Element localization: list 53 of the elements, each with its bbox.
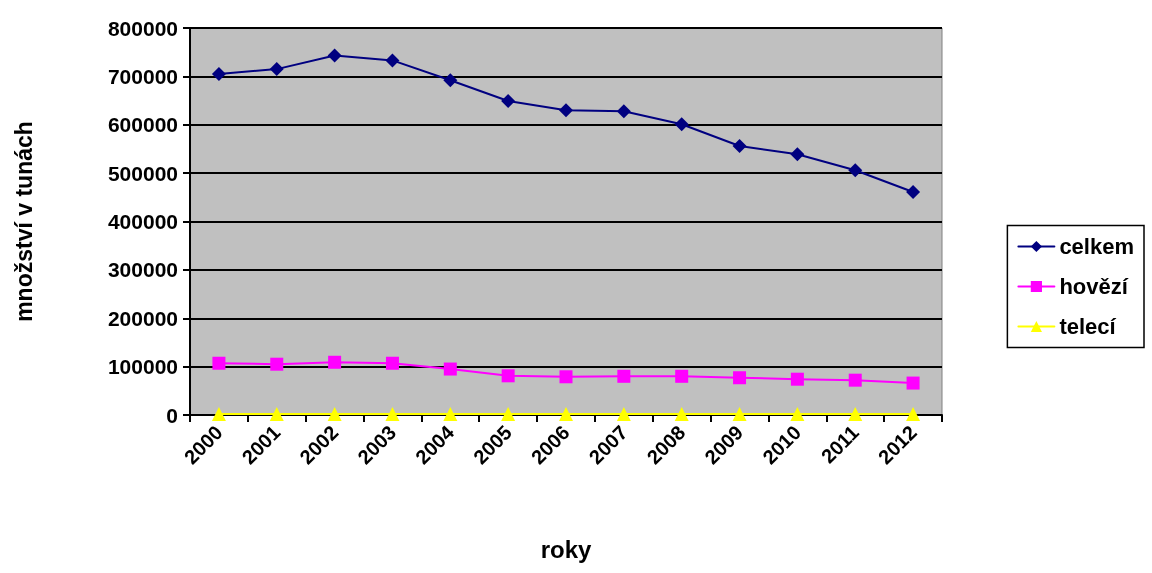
point bbox=[443, 407, 458, 422]
point bbox=[443, 362, 457, 376]
legend-label: hovězí bbox=[1059, 274, 1129, 299]
point bbox=[732, 139, 747, 154]
point bbox=[212, 356, 226, 370]
point bbox=[616, 407, 631, 422]
point bbox=[616, 104, 631, 119]
point bbox=[790, 372, 804, 386]
point bbox=[211, 66, 226, 81]
point bbox=[617, 369, 631, 383]
y-tick-label: 500000 bbox=[107, 161, 178, 185]
y-tick-label: 300000 bbox=[107, 258, 178, 282]
point bbox=[501, 407, 516, 422]
legend-label: celkem bbox=[1059, 234, 1135, 259]
point bbox=[559, 103, 573, 118]
point bbox=[906, 184, 921, 199]
point bbox=[211, 407, 226, 422]
y-tick-label: 200000 bbox=[107, 306, 178, 330]
point bbox=[270, 357, 284, 371]
point bbox=[848, 407, 863, 422]
x-axis-title: roky bbox=[540, 535, 592, 563]
point bbox=[327, 407, 342, 422]
point bbox=[848, 163, 863, 178]
point bbox=[559, 370, 573, 384]
point bbox=[674, 117, 689, 132]
point bbox=[848, 373, 862, 387]
point bbox=[906, 376, 920, 390]
point bbox=[732, 407, 747, 422]
point bbox=[385, 356, 399, 370]
point bbox=[269, 407, 284, 422]
point bbox=[385, 53, 400, 68]
point bbox=[443, 73, 458, 88]
point bbox=[328, 355, 342, 369]
point bbox=[674, 407, 689, 422]
y-tick-label: 100000 bbox=[107, 355, 178, 379]
y-axis-title: množství v tunách bbox=[10, 121, 37, 322]
point bbox=[675, 369, 689, 383]
y-tick-label: 600000 bbox=[107, 113, 178, 137]
point bbox=[501, 369, 515, 383]
y-tick-label: 400000 bbox=[107, 210, 178, 233]
point bbox=[501, 94, 516, 109]
legend-label: telecí bbox=[1059, 314, 1117, 339]
point bbox=[906, 407, 921, 422]
point bbox=[790, 407, 805, 422]
point bbox=[327, 48, 342, 63]
point bbox=[269, 62, 284, 77]
point bbox=[790, 147, 805, 162]
point bbox=[559, 407, 573, 422]
y-tick-label: 800000 bbox=[107, 16, 178, 40]
y-tick-label: 0 bbox=[166, 403, 178, 427]
y-tick-label: 700000 bbox=[107, 64, 178, 88]
point bbox=[733, 371, 747, 385]
point bbox=[385, 407, 400, 422]
